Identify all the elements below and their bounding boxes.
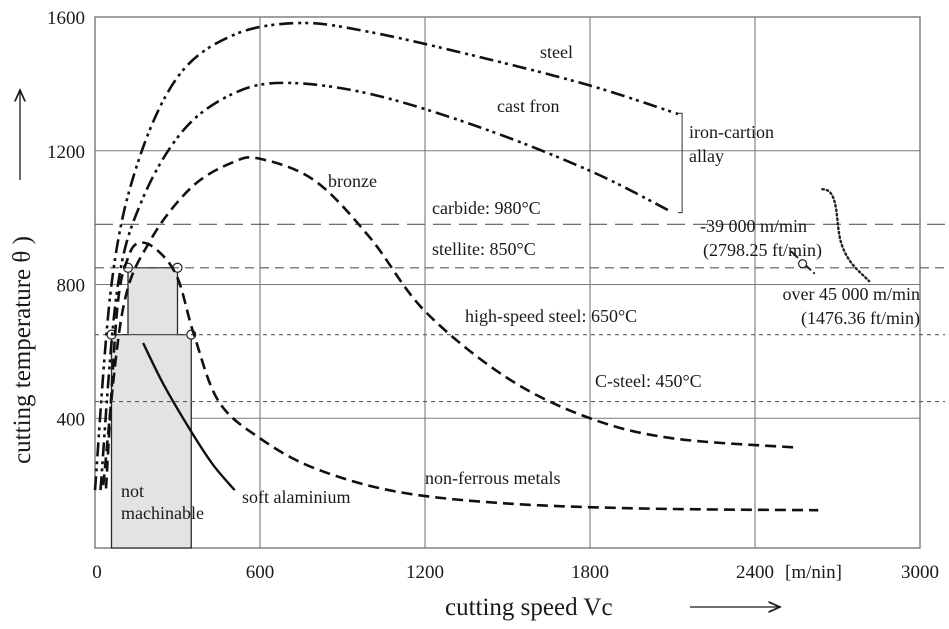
x-tick-label: 1200 — [406, 562, 444, 583]
series-label: soft alaminium — [242, 487, 350, 507]
annotation-line2: allay — [689, 146, 724, 166]
x-unit-label: [m/nin] — [785, 562, 842, 583]
y-axis-title: cutting temperature θ ) — [9, 236, 36, 464]
series-lines — [93, 21, 871, 512]
y-tick-label: 400 — [57, 409, 86, 430]
reference-label: C-steel: 450°C — [595, 371, 702, 391]
annotation-line2: machinable — [121, 503, 204, 523]
x-tick-label: 3000 — [901, 562, 939, 583]
reference-label: carbide: 980°C — [432, 198, 541, 218]
plot-frame — [94, 16, 921, 549]
y-tick-label: 800 — [57, 276, 86, 297]
series-45000-dotted — [821, 188, 871, 283]
series-bronze — [101, 156, 794, 486]
annotation-line2: (2798.25 ft/min) — [703, 240, 822, 261]
x-tick-label: 0 — [92, 562, 102, 583]
tick-labels: 0 600 1200 1800 2400 3000 [m/nin] 400 800 1200 160… — [47, 8, 939, 583]
series-soft-alaminium — [142, 342, 236, 491]
series-label: non-ferrous metals — [425, 468, 560, 488]
labels: cutting speed Vc cutting temperature θ ) s… — [9, 42, 920, 621]
reference-label: high-speed steel: 650°C — [465, 306, 637, 326]
series-cast-fron — [99, 81, 671, 491]
x-axis-title: cutting speed Vc — [445, 594, 613, 621]
annotation-line2: (1476.36 ft/min) — [801, 308, 920, 329]
series-non-ferrous-metals — [104, 241, 819, 512]
annotation-line1: not — [121, 481, 144, 501]
x-tick-label: 1800 — [571, 562, 609, 583]
series-label: bronze — [328, 171, 377, 191]
y-tick-label: 1200 — [47, 142, 85, 163]
x-tick-label: 2400 — [736, 562, 774, 583]
x-tick-label: 600 — [246, 562, 275, 583]
y-tick-label: 1600 — [47, 8, 85, 29]
series-label: steel — [540, 42, 573, 62]
reference-label: stellite: 850°C — [432, 239, 536, 259]
iron-carbon-bracket — [678, 112, 683, 214]
series-39000-segment — [790, 250, 817, 276]
annotation-line1: -39 000 m/min — [700, 216, 807, 236]
annotation-line1: over 45 000 m/min — [783, 284, 921, 304]
grid — [94, 16, 921, 549]
series-steel — [93, 21, 679, 491]
annotation-line1: iron-cartion — [689, 122, 774, 142]
series-39000-marker — [797, 259, 808, 269]
series-label: cast fron — [497, 96, 559, 116]
